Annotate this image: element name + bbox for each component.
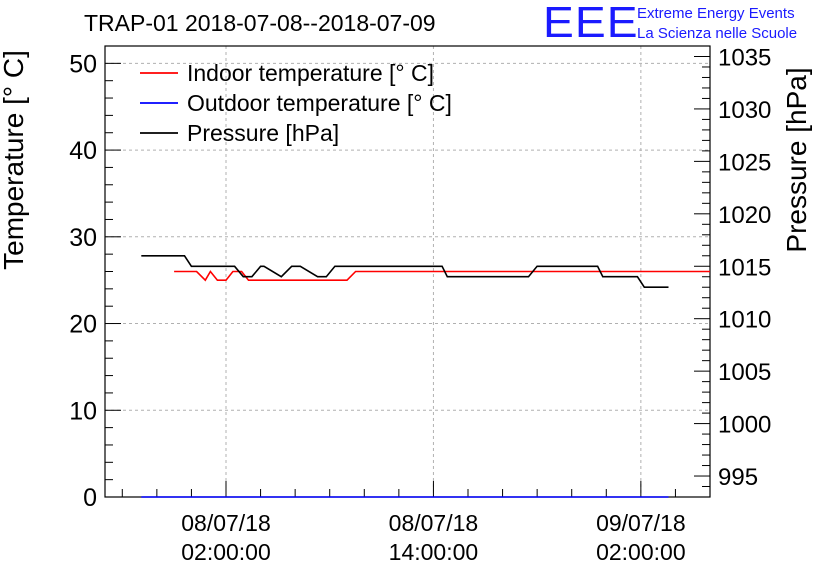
- legend-label: Indoor temperature [° C]: [187, 60, 434, 86]
- y-right-tick-label: 1010: [718, 307, 771, 334]
- legend-label: Outdoor temperature [° C]: [187, 90, 452, 116]
- logo-text-line1: Extreme Energy Events: [637, 5, 795, 22]
- x-tick-label-time: 02:00:00: [181, 539, 271, 565]
- y-right-tick-label: 1025: [718, 149, 771, 176]
- y-left-tick-label: 30: [69, 224, 97, 252]
- y-left-tick-label: 50: [69, 50, 97, 78]
- y-right-tick-label: 1005: [718, 359, 771, 386]
- y-left-tick-label: 0: [83, 484, 97, 512]
- series-line-pressure: [141, 255, 669, 288]
- y-right-tick-label: 1015: [718, 254, 771, 281]
- x-tick-label-date: 09/07/18: [596, 510, 686, 536]
- y-right-tick-label: 1020: [718, 202, 771, 229]
- legend-label: Pressure [hPa]: [187, 120, 339, 146]
- y-right-tick-label: 995: [718, 464, 758, 491]
- y-left-tick-label: 20: [69, 311, 97, 339]
- y-left-tick-label: 40: [69, 137, 97, 165]
- x-tick-label-date: 08/07/18: [181, 510, 271, 536]
- y-right-tick-label: 1030: [718, 97, 771, 124]
- y-right-tick-label: 1000: [718, 412, 771, 439]
- y-right-tick-label: 1035: [718, 44, 771, 71]
- x-tick-label-date: 08/07/18: [389, 510, 479, 536]
- x-tick-label-time: 14:00:00: [389, 539, 479, 565]
- chart-title: TRAP-01 2018-07-08--2018-07-09: [84, 10, 436, 36]
- logo-text-line2: La Scienza nelle Scuole: [637, 25, 798, 42]
- eee-logo: EEE: [543, 0, 639, 47]
- x-tick-label-time: 02:00:00: [596, 539, 686, 565]
- y-left-tick-label: 10: [69, 397, 97, 425]
- series-line-indoor: [174, 270, 710, 282]
